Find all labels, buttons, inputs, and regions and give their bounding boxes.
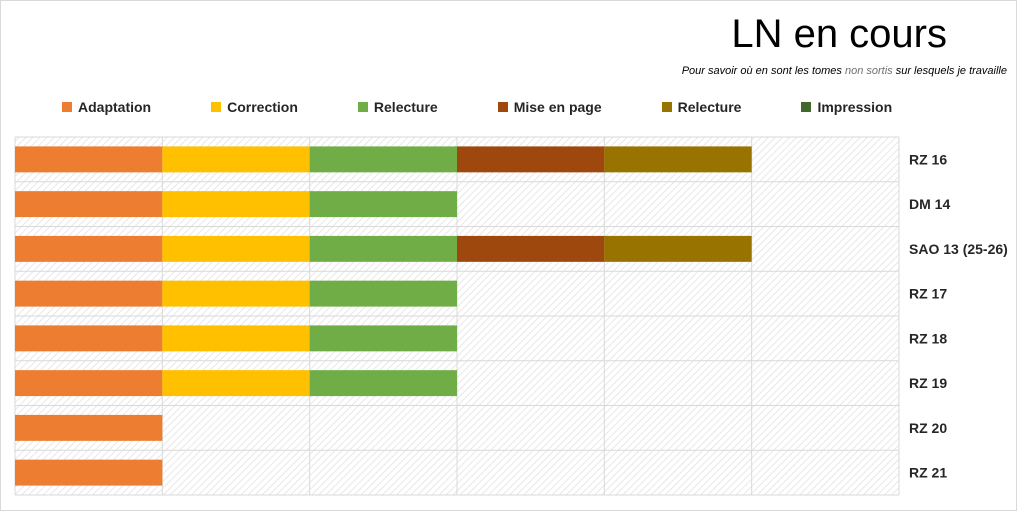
legend-swatch: [801, 102, 812, 112]
category-label: RZ 21: [909, 465, 947, 481]
bar-segment-3: [309, 370, 457, 397]
bar-segment-1: [15, 235, 163, 262]
category-label: RZ 16: [909, 151, 947, 167]
bar-segment-3: [309, 191, 457, 218]
subtitle-text-end: sur lesquels je travaille: [892, 65, 1007, 77]
bar-segment-1: [15, 191, 163, 218]
bar-segment-3: [309, 325, 457, 352]
bar-segment-2: [162, 235, 310, 262]
bar-segment-2: [162, 370, 310, 397]
legend-item-6: Impression: [801, 99, 892, 115]
bar-segment-1: [15, 414, 163, 441]
legend-swatch: [62, 102, 72, 112]
chart-legend: Adaptation Correction Relecture Mise en pag…: [62, 98, 892, 116]
category-label: RZ 20: [909, 420, 947, 436]
legend-label: Relecture: [373, 99, 438, 115]
category-label: RZ 17: [909, 286, 947, 302]
bar-segment-5: [604, 146, 752, 173]
chart-title: LN en cours: [731, 12, 947, 56]
bar-segment-1: [15, 146, 163, 173]
bar-segment-2: [162, 146, 310, 173]
bar-segment-1: [15, 459, 163, 486]
subtitle-text-start: Pour savoir où en sont les tomes: [681, 65, 845, 77]
legend-swatch: [661, 102, 672, 112]
category-label: SAO 13 (25-26): [909, 241, 1008, 257]
legend-item-5: Relecture: [661, 99, 742, 115]
legend-label: Impression: [817, 99, 893, 115]
legend-label: Relecture: [677, 99, 742, 115]
bar-segment-3: [309, 235, 457, 262]
bar-segment-1: [15, 370, 163, 397]
legend-swatch: [497, 102, 508, 112]
bar-segment-3: [309, 280, 457, 307]
legend-item-1: Adaptation: [62, 99, 151, 115]
bar-segment-2: [162, 191, 310, 218]
bar-segment-4: [457, 235, 605, 262]
bar-segment-2: [162, 280, 310, 307]
category-label: DM 14: [909, 196, 950, 212]
category-label: RZ 19: [909, 375, 947, 391]
legend-swatch: [211, 102, 222, 112]
legend-item-3: Relecture: [357, 99, 438, 115]
bar-segment-5: [604, 235, 752, 262]
category-label: RZ 18: [909, 330, 947, 346]
bar-segment-1: [15, 280, 163, 307]
bar-segment-4: [457, 146, 605, 173]
chart-subtitle: Pour savoir où en sont les tomes non sor…: [682, 65, 1007, 77]
legend-label: Correction: [227, 99, 298, 115]
legend-swatch: [357, 102, 368, 112]
legend-label: Mise en page: [513, 99, 602, 115]
bar-segments: [15, 146, 752, 486]
legend-label: Adaptation: [78, 99, 152, 115]
category-labels: RZ 16 DM 14 SAO 13 (25-26) RZ 17 RZ 18 RZ 19 R…: [909, 151, 1008, 480]
legend-item-4: Mise en page: [497, 99, 602, 115]
bar-segment-3: [309, 146, 457, 173]
legend-item-2: Correction: [211, 99, 298, 115]
bar-segment-1: [15, 325, 163, 352]
subtitle-text-muted: non sortis: [844, 65, 893, 77]
bar-segment-2: [162, 325, 310, 352]
